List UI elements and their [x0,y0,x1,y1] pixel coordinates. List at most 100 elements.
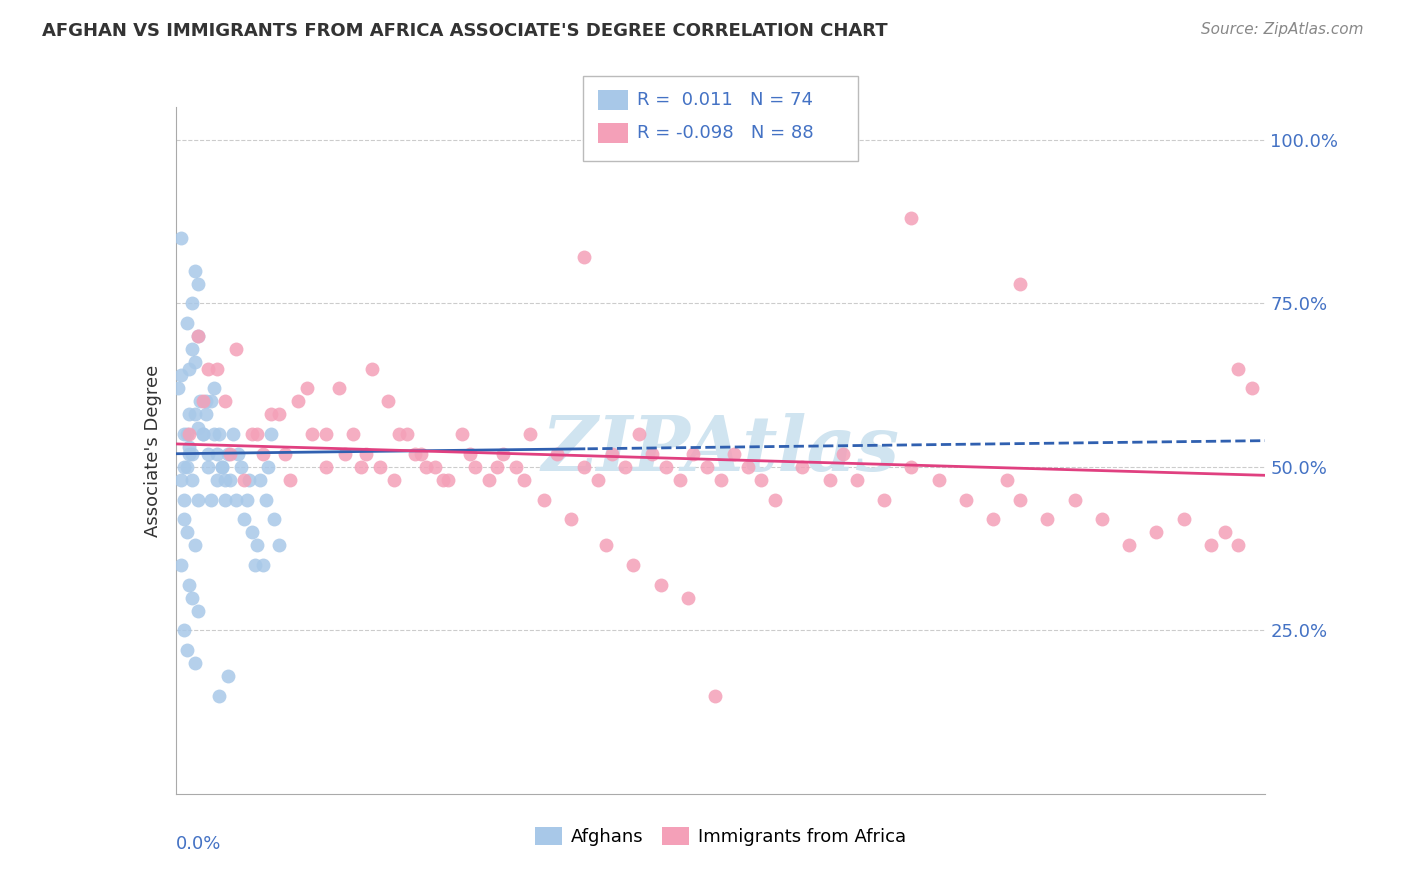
Point [170,231,193,245]
Point [818,473,841,487]
Point [179,361,201,376]
Point [173,459,195,474]
Point [595,538,617,552]
Point [832,447,855,461]
Point [382,473,405,487]
Point [723,447,745,461]
Point [668,473,690,487]
Point [184,355,207,369]
Point [232,473,254,487]
Point [243,558,266,572]
Point [225,492,247,507]
Point [249,473,271,487]
Point [181,591,204,605]
Point [350,459,373,474]
Point [260,408,283,422]
Point [179,408,201,422]
Point [1036,512,1059,526]
Point [1118,538,1140,552]
Point [396,427,419,442]
Point [900,459,922,474]
Point [214,492,236,507]
Point [737,459,759,474]
Point [437,473,460,487]
Point [186,604,209,618]
Point [263,512,285,526]
Point [333,447,356,461]
Point [432,473,454,487]
Point [287,394,309,409]
Point [1199,538,1222,552]
Point [1010,492,1032,507]
Point [423,459,446,474]
Point [181,296,204,310]
Point [225,342,247,356]
Point [217,669,239,683]
Point [181,473,204,487]
Point [181,342,204,356]
Point [173,512,195,526]
Point [246,538,269,552]
Point [214,394,236,409]
Point [179,427,201,442]
Point [214,473,236,487]
Point [205,473,228,487]
Point [179,447,201,461]
Point [450,427,472,442]
Point [315,427,337,442]
Point [710,473,733,487]
Point [546,447,568,461]
Point [194,408,217,422]
Point [1227,361,1250,376]
Point [360,361,382,376]
Point [269,408,291,422]
Text: AFGHAN VS IMMIGRANTS FROM AFRICA ASSOCIATE'S DEGREE CORRELATION CHART: AFGHAN VS IMMIGRANTS FROM AFRICA ASSOCIA… [42,22,887,40]
Point [173,427,195,442]
Point [641,447,664,461]
Point [176,643,198,657]
Point [197,361,219,376]
Point [219,473,242,487]
Point [170,473,193,487]
Legend: Afghans, Immigrants from Africa: Afghans, Immigrants from Africa [527,820,914,854]
Point [211,459,233,474]
Point [981,512,1004,526]
Point [240,427,263,442]
Point [208,689,231,703]
Point [231,459,253,474]
Point [254,492,277,507]
Text: R =  0.011   N = 74: R = 0.011 N = 74 [637,91,813,109]
Point [409,447,432,461]
Point [574,251,596,265]
Point [533,492,555,507]
Point [246,427,269,442]
Point [995,473,1018,487]
Point [238,473,260,487]
Point [676,591,699,605]
Point [176,459,198,474]
Point [586,473,609,487]
Point [186,277,209,291]
Point [614,459,637,474]
Point [315,459,337,474]
Point [415,459,437,474]
Point [252,558,274,572]
Point [260,427,283,442]
Point [179,440,201,454]
Point [211,459,233,474]
Point [274,447,297,461]
Point [188,394,211,409]
Point [228,447,250,461]
Point [574,459,596,474]
Point [205,361,228,376]
Point [208,427,231,442]
Point [704,689,727,703]
Point [217,447,239,461]
Point [486,459,509,474]
Point [173,492,195,507]
Point [458,447,481,461]
Point [301,427,323,442]
Point [368,459,391,474]
Point [627,427,650,442]
Point [184,263,207,277]
